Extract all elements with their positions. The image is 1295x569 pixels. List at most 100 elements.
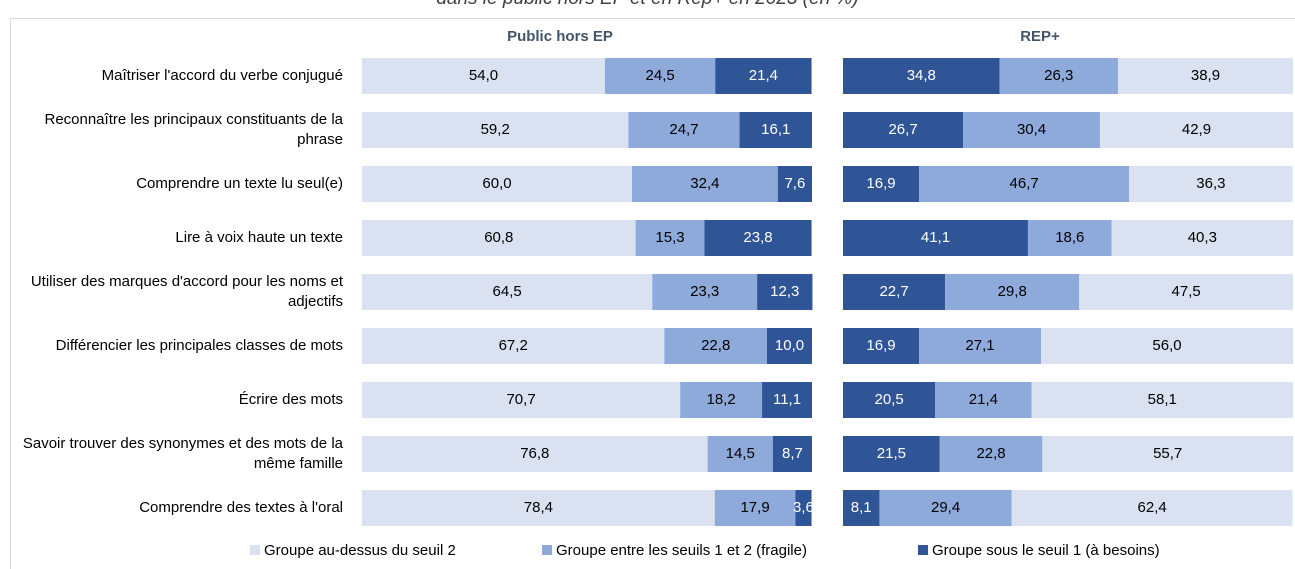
bar-segment	[999, 58, 1118, 94]
value-label: 42,9	[1182, 121, 1211, 138]
value-label: 67,2	[499, 337, 528, 354]
bar-segment	[362, 274, 653, 310]
bar-segment	[762, 382, 812, 418]
value-label: 7,6	[784, 175, 805, 192]
bar-segment	[1031, 382, 1293, 418]
bar-segment	[707, 436, 773, 472]
bar-segment	[715, 58, 812, 94]
category-label: Maîtriser l'accord du verbe conjugué	[101, 67, 343, 84]
bar-segment	[843, 436, 940, 472]
bar-segment	[1117, 58, 1293, 94]
value-label: 30,4	[1017, 121, 1046, 138]
value-label: 23,3	[690, 283, 719, 300]
bar-segment	[843, 112, 964, 148]
value-label: 70,7	[506, 391, 535, 408]
value-label: 26,3	[1044, 67, 1073, 84]
bar-segment	[362, 58, 605, 94]
value-label: 21,5	[877, 445, 906, 462]
value-label: 16,9	[866, 337, 895, 354]
bar-segment	[777, 166, 812, 202]
bar-segment	[843, 274, 946, 310]
value-label: 40,3	[1188, 229, 1217, 246]
value-label: 16,1	[761, 121, 790, 138]
bar-segment	[939, 436, 1043, 472]
value-label: 8,1	[851, 499, 872, 516]
category-label: Utiliser des marques d'accord pour les n…	[30, 273, 343, 310]
bar-segment	[1079, 274, 1293, 310]
bar-segment	[1042, 436, 1293, 472]
panel-title: Public hors EP	[507, 28, 613, 45]
value-label: 14,5	[726, 445, 755, 462]
bar-segment	[680, 382, 763, 418]
value-label: 78,4	[524, 499, 553, 516]
value-label: 21,4	[749, 67, 778, 84]
bar-segment	[935, 382, 1032, 418]
value-label: 15,3	[655, 229, 684, 246]
value-label: 27,1	[965, 337, 994, 354]
frame	[10, 18, 1295, 569]
bar-segment	[1129, 166, 1293, 202]
legend-swatch	[250, 545, 260, 555]
value-label: 10,0	[775, 337, 804, 354]
bar-segment	[1111, 220, 1293, 256]
value-label: 3,6	[793, 499, 814, 516]
value-label: 60,0	[482, 175, 511, 192]
bar-segment	[1011, 490, 1293, 526]
bar-segment	[652, 274, 758, 310]
bar-segment	[772, 436, 812, 472]
bar-segment	[362, 112, 629, 148]
bar-segment	[362, 328, 665, 364]
value-label: 22,8	[701, 337, 730, 354]
bar-segment	[795, 490, 812, 526]
bar-segment	[605, 58, 716, 94]
value-label: 22,7	[879, 283, 908, 300]
bar-segment	[945, 274, 1080, 310]
bar-segment	[843, 490, 880, 526]
value-label: 56,0	[1152, 337, 1181, 354]
value-label: 62,4	[1138, 499, 1167, 516]
bar-segment	[635, 220, 705, 256]
value-label: 29,8	[998, 283, 1027, 300]
value-label: 18,2	[706, 391, 735, 408]
category-label: Reconnaître les principaux constituants …	[44, 111, 343, 148]
value-label: 34,8	[907, 67, 936, 84]
bar-segment	[1027, 220, 1112, 256]
category-label: Écrire des mots	[238, 391, 343, 408]
value-label: 17,9	[740, 499, 769, 516]
legend-swatch	[542, 545, 552, 555]
category-label: Lire à voix haute un texte	[175, 229, 343, 246]
value-label: 18,6	[1055, 229, 1084, 246]
bar-segment	[919, 328, 1041, 364]
value-label: 29,4	[931, 499, 960, 516]
bar-segment	[963, 112, 1100, 148]
bar-segment	[767, 328, 812, 364]
legend-swatch	[918, 545, 928, 555]
bar-segment	[362, 220, 636, 256]
bar-segment	[628, 112, 740, 148]
chart-title: dans le public hors EP et en Rep+ en 202…	[0, 0, 1295, 10]
value-label: 47,5	[1172, 283, 1201, 300]
bar-segment	[362, 382, 681, 418]
bar-segment	[632, 166, 778, 202]
value-label: 55,7	[1153, 445, 1182, 462]
bar-segment	[843, 166, 920, 202]
category-label: Savoir trouver des synonymes et des mots…	[22, 435, 343, 472]
legend-label: Groupe entre les seuils 1 et 2 (fragile)	[556, 542, 807, 559]
value-label: 11,1	[773, 391, 801, 408]
category-label: Comprendre des textes à l'oral	[139, 499, 343, 516]
value-label: 76,8	[520, 445, 549, 462]
value-label: 38,9	[1191, 67, 1220, 84]
legend-label: Groupe sous le seuil 1 (à besoins)	[932, 542, 1160, 559]
legend-label: Groupe au-dessus du seuil 2	[264, 542, 456, 559]
bar-segment	[843, 382, 936, 418]
bar-segment	[664, 328, 767, 364]
value-label: 21,4	[969, 391, 998, 408]
value-label: 24,7	[669, 121, 698, 138]
panel-title: REP+	[1020, 28, 1060, 45]
value-label: 20,5	[875, 391, 904, 408]
bar-segment	[843, 220, 1028, 256]
bar-segment	[362, 166, 632, 202]
bar-segment	[704, 220, 812, 256]
